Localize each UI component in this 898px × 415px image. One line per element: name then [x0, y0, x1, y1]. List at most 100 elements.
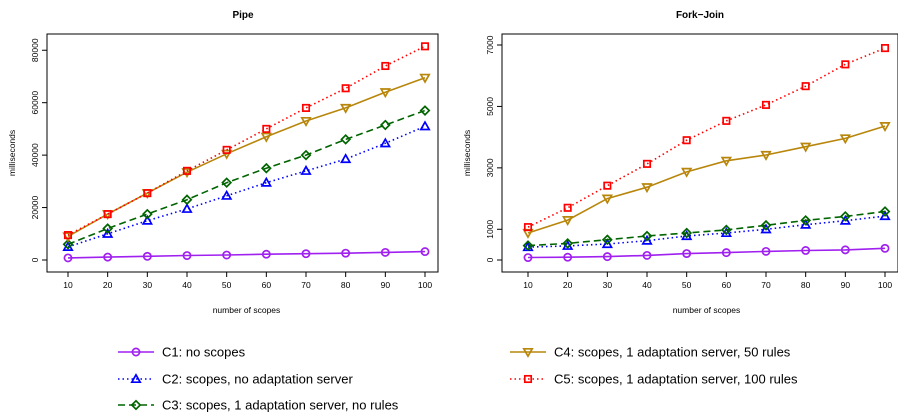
series-line-c5	[67, 45, 426, 236]
data-point-c4	[300, 116, 312, 127]
x-tick-label: 70	[761, 280, 771, 290]
data-point-c3	[760, 219, 772, 231]
x-tick-label: 100	[418, 280, 432, 290]
data-point-c2	[340, 153, 352, 164]
series-c4	[522, 122, 891, 239]
legend-item-c5: C5: scopes, 1 adaptation server, 100 rul…	[510, 372, 798, 387]
x-tick-label: 80	[801, 280, 811, 290]
data-point-c3	[720, 224, 732, 236]
data-point-c3	[102, 223, 114, 234]
legend-item-c2: C2: scopes, no adaptation server	[118, 372, 353, 387]
x-tick-label: 80	[341, 280, 351, 290]
data-point-c2	[300, 164, 312, 175]
x-tick-label: 60	[262, 280, 272, 290]
x-tick-label: 30	[603, 280, 613, 290]
data-point-c5	[642, 159, 652, 168]
y-tick-label: 0	[30, 257, 40, 262]
data-point-c3	[181, 194, 193, 206]
plot-frame	[46, 33, 439, 273]
series-line-c3	[527, 210, 886, 247]
legend-label: C1: no scopes	[162, 345, 246, 360]
y-tick-label: 7000	[485, 35, 495, 54]
data-point-c3	[419, 105, 431, 116]
data-point-c2	[879, 210, 891, 221]
data-point-c2	[601, 238, 613, 249]
y-tick-label: 20000	[30, 195, 40, 219]
data-point-c3	[641, 230, 653, 242]
data-point-c3	[681, 227, 693, 239]
x-tick-label: 90	[381, 280, 391, 290]
data-point-c2	[760, 223, 772, 234]
series-c3	[62, 105, 431, 250]
data-point-c4	[839, 134, 851, 145]
data-point-c2	[221, 189, 233, 200]
series-line-c4	[67, 77, 426, 238]
legend-item-c1: C1: no scopes	[118, 345, 246, 360]
data-point-c1	[642, 250, 652, 260]
data-point-c4	[221, 149, 233, 160]
data-point-c5	[722, 116, 731, 125]
data-point-c4	[760, 150, 772, 161]
data-point-c4	[601, 194, 613, 205]
data-point-c5	[143, 189, 152, 198]
data-point-c5	[682, 136, 691, 145]
y-axis-label: milliseconds	[7, 130, 17, 176]
data-point-c3	[601, 234, 613, 246]
series-line-c3	[67, 109, 426, 246]
series-line-c2	[527, 215, 886, 248]
pipe-chart: Pipe 10 20 30 40 50 60 70 80 90 100 number of scope…	[7, 10, 439, 315]
data-point-c1	[563, 252, 573, 262]
x-tick-label: 40	[642, 280, 652, 290]
legend-label: C5: scopes, 1 adaptation server, 100 rul…	[554, 372, 798, 387]
series-c1	[523, 243, 890, 262]
data-point-c3	[379, 119, 391, 131]
data-point-c2	[102, 227, 114, 238]
data-point-c5	[381, 61, 390, 71]
data-point-c5	[103, 210, 112, 219]
data-point-c4	[181, 168, 193, 179]
x-tick-label: 60	[722, 280, 732, 290]
data-point-c2	[419, 120, 431, 131]
data-point-c4	[562, 216, 574, 226]
y-tick-label: 1000	[485, 220, 495, 239]
data-point-c1	[682, 249, 692, 258]
x-tick-label: 10	[523, 280, 533, 290]
y-tick-label: 80000	[30, 38, 40, 62]
data-point-c3	[879, 206, 891, 217]
legend-label: C4: scopes, 1 adaptation server, 50 rule…	[554, 345, 791, 360]
series-c2	[62, 120, 431, 251]
data-point-c3	[141, 208, 153, 220]
legend-marker	[131, 347, 141, 357]
data-point-c1	[222, 250, 232, 260]
data-point-c1	[182, 251, 192, 260]
data-point-c4	[379, 88, 391, 99]
legend: C1: no scopes C2: scopes, no adaptation s…	[118, 345, 798, 413]
data-point-c4	[800, 142, 812, 153]
data-point-c3	[522, 240, 534, 251]
data-point-c1	[761, 246, 771, 256]
plot-frame	[501, 33, 898, 273]
x-tick-label: 20	[103, 280, 113, 290]
data-point-c1	[142, 251, 152, 261]
legend-item-c4: C4: scopes, 1 adaptation server, 50 rule…	[510, 345, 791, 360]
data-point-c4	[681, 167, 693, 178]
data-point-c4	[419, 73, 431, 84]
data-point-c5	[222, 145, 231, 154]
data-point-c5	[341, 84, 350, 93]
y-tick-label: 40000	[30, 143, 40, 167]
series-line-c5	[527, 47, 886, 228]
data-point-c5	[841, 60, 850, 69]
series-c4	[62, 73, 431, 243]
x-tick-label: 100	[878, 280, 892, 290]
data-point-c1	[341, 248, 351, 258]
data-point-c5	[563, 203, 572, 212]
data-point-c1	[63, 253, 73, 263]
y-tick-label: 3000	[485, 158, 495, 177]
data-point-c1	[380, 247, 390, 257]
data-point-c1	[880, 243, 890, 253]
data-point-c2	[379, 137, 391, 148]
y-axis-label: milliseconds	[462, 130, 472, 176]
data-point-c5	[420, 42, 430, 51]
y-tick-label: 60000	[30, 91, 40, 115]
